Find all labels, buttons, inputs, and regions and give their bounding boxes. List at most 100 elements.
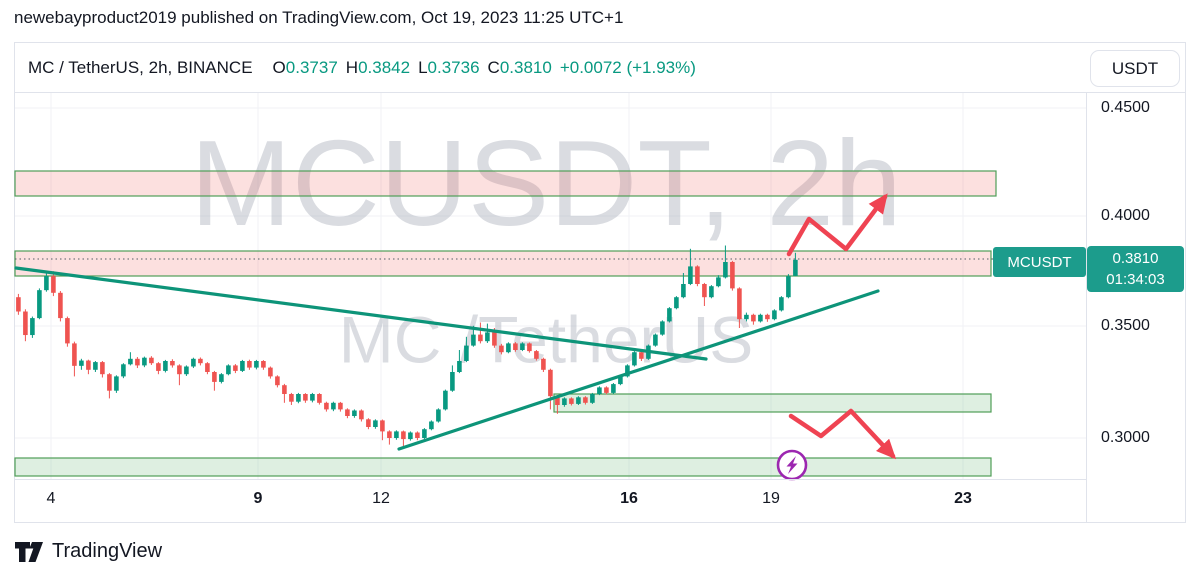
candle-body <box>366 419 371 427</box>
candle-body <box>275 376 280 386</box>
candle-body <box>72 343 77 366</box>
candle-body <box>436 409 441 422</box>
candle-body <box>422 429 427 438</box>
candle-body <box>177 365 182 375</box>
candle-body <box>569 398 574 404</box>
candle-body <box>30 318 35 336</box>
time-axis-label: 19 <box>762 490 780 507</box>
currency-toggle-button[interactable]: USDT <box>1090 50 1180 87</box>
candle-body <box>485 332 490 342</box>
candle-body <box>142 357 147 366</box>
candle-body <box>772 310 777 320</box>
open-label: O <box>272 58 286 77</box>
candle-body <box>471 334 476 346</box>
candle-body <box>618 376 623 385</box>
open-value: 0.3737 <box>285 58 338 77</box>
low-label: L <box>418 58 428 77</box>
lower-demand-zone[interactable] <box>14 457 992 477</box>
price-axis-label: 0.4500 <box>1101 99 1150 116</box>
chart-header-row: MC / TetherUS, 2h, BINANCE O 0.3737 H 0.38… <box>15 43 1185 93</box>
candle-body <box>443 390 448 410</box>
high-label: H <box>345 58 359 77</box>
candle-body <box>198 358 203 364</box>
candle-body <box>786 276 791 298</box>
change-value: +0.0072 (+1.93%) <box>559 58 696 77</box>
candle-body <box>324 402 329 410</box>
bullish-projection-arrow[interactable] <box>786 193 888 257</box>
candle-body <box>695 266 700 284</box>
candle-body <box>219 374 224 382</box>
tradingview-brand-text[interactable]: TradingView <box>52 540 163 562</box>
candle-body <box>415 432 420 438</box>
close-label: C <box>487 58 500 77</box>
mid-demand-zone[interactable] <box>553 393 992 413</box>
candle-body <box>163 361 168 371</box>
candle-body <box>632 352 637 366</box>
candle-body <box>765 314 770 320</box>
candle-body <box>716 277 721 287</box>
low-value: 0.3736 <box>427 58 480 77</box>
candle-body <box>394 431 399 438</box>
candle-body <box>730 262 735 289</box>
breakout-zone[interactable] <box>14 250 992 277</box>
lightning-icon[interactable] <box>776 449 808 481</box>
candle-body <box>352 410 357 416</box>
candle-body <box>331 402 336 410</box>
candle-body <box>450 372 455 391</box>
candle-body <box>16 297 21 312</box>
candle-body <box>597 387 602 394</box>
price-axis-label: 0.4000 <box>1101 207 1150 224</box>
candle-body <box>562 398 567 405</box>
bar-countdown: 01:34:03 <box>1106 271 1165 288</box>
candle-body <box>114 376 119 391</box>
candle-body <box>289 394 294 402</box>
time-axis-label: 12 <box>372 490 390 507</box>
chart-plot-area[interactable]: MCUSDT, 2h MC /TetherUS <box>14 93 1086 481</box>
candle-body <box>429 421 434 430</box>
attribution-text: newebayproduct2019 published on TradingV… <box>14 8 624 27</box>
bearish-projection-arrow[interactable] <box>788 408 897 460</box>
candle-body <box>51 276 56 293</box>
footer: TradingView <box>14 540 162 563</box>
candle-body <box>527 343 532 352</box>
lightning-bolt-glyph <box>786 456 798 474</box>
candle-body <box>583 397 588 403</box>
upper-supply-zone[interactable] <box>14 170 997 197</box>
gridlines <box>15 93 1086 479</box>
candle-body <box>534 351 539 359</box>
tradingview-logo-icon[interactable] <box>14 541 44 563</box>
last-price-badge: 0.3810 01:34:03 <box>1087 246 1184 292</box>
candle-body <box>667 308 672 322</box>
time-axis-label: 16 <box>620 490 638 507</box>
symbol-price-tag: MCUSDT <box>993 247 1086 277</box>
candle-body <box>464 345 469 361</box>
close-value: 0.3810 <box>499 58 552 77</box>
price-axis[interactable]: 0.4500 0.4000 0.3500 0.3000 <box>1086 93 1186 523</box>
candle-body <box>737 288 742 320</box>
candle-body <box>23 311 28 336</box>
candle-body <box>247 361 252 368</box>
candle-body <box>506 343 511 353</box>
ascending-trendline[interactable] <box>397 289 880 451</box>
candle-body <box>135 358 140 366</box>
candle-body <box>240 361 245 371</box>
candle-body <box>401 431 406 440</box>
candle-body <box>233 365 238 371</box>
candle-body <box>282 385 287 394</box>
symbol-legend: MC / TetherUS, 2h, BINANCE O 0.3737 H 0.38… <box>28 43 696 93</box>
candle-body <box>373 420 378 427</box>
candle-body <box>79 360 84 366</box>
candle-body <box>170 361 175 366</box>
time-axis[interactable]: 4 9 12 16 19 23 <box>15 479 1086 523</box>
watermark-title: MCUSDT, 2h <box>190 115 902 251</box>
candle-body <box>303 394 308 401</box>
candle-body <box>268 367 273 377</box>
descending-trendline[interactable] <box>14 266 708 361</box>
candle-body <box>513 343 518 350</box>
candle-body <box>520 343 525 350</box>
price-axis-label: 0.3500 <box>1101 317 1150 334</box>
candle-body <box>100 362 105 375</box>
candle-body <box>548 369 553 397</box>
